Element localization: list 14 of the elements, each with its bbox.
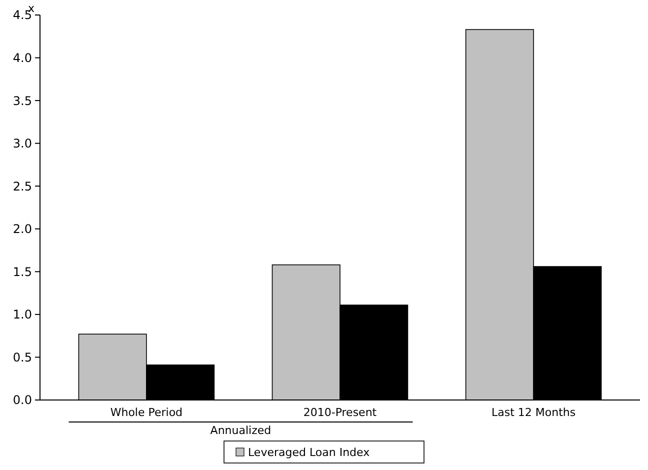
y-tick-label: 4.0 xyxy=(12,50,32,65)
x-tick-label: Last 12 Months xyxy=(491,406,576,419)
y-tick-label: 1.0 xyxy=(12,308,32,322)
y-tick-label: 0.0 xyxy=(12,393,32,408)
y-tick-label: 0.5 xyxy=(12,350,32,364)
text: Annualized xyxy=(210,424,272,437)
y-tick-label: 3.0 xyxy=(12,136,32,151)
y-tick-label: 1.5 xyxy=(12,264,32,279)
y-tick-label: 3.5 xyxy=(12,94,32,108)
y-tick-label: 2.5 xyxy=(12,179,32,194)
x-tick-label: 2010-Present xyxy=(303,406,378,419)
legend-label: Leveraged Loan Index xyxy=(248,446,370,459)
y-tick-label: 2.0 xyxy=(12,222,32,236)
x-tick-label: Whole Period xyxy=(110,406,183,419)
